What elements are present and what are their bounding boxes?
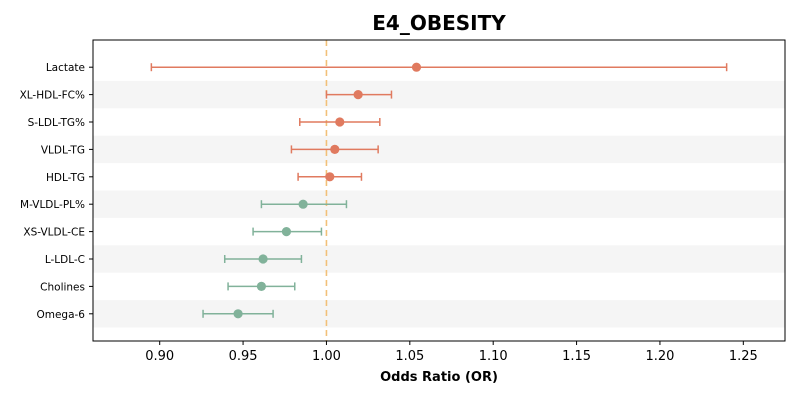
x-tick-label: 0.95 — [229, 349, 258, 364]
point-omega-6 — [233, 309, 243, 319]
series-marks — [150, 62, 728, 319]
x-tick-label: 1.25 — [729, 349, 758, 364]
plot-frame — [92, 39, 786, 342]
x-axis: 0.90 0.95 1.00 1.05 1.10 1.15 1.20 1.25 — [145, 341, 758, 364]
x-tick-label: 1.05 — [395, 349, 424, 364]
point-s-ldl-tg — [335, 117, 345, 127]
y-tick-label-m-vldl-pl: M-VLDL-PL% — [20, 199, 85, 211]
y-tick-label-vldl-tg: VLDL-TG — [41, 144, 85, 156]
y-tick-label-cholines: Cholines — [40, 281, 85, 293]
row-band — [93, 300, 785, 328]
point-cholines — [256, 281, 267, 291]
point-lactate — [411, 62, 422, 72]
y-tick-label-xs-vldl-ce: XS-VLDL-CE — [23, 227, 85, 239]
x-tick-label: 0.90 — [145, 349, 174, 364]
row-band — [93, 135, 785, 164]
x-tick-label: 1.15 — [562, 349, 591, 364]
y-tick-label-hdl-tg: HDL-TG — [46, 172, 85, 184]
row-band — [93, 80, 785, 109]
y-tick-label-l-ldl-c: L-LDL-C — [45, 254, 85, 266]
point-xs-vldl-ce — [281, 227, 292, 237]
row-band — [93, 245, 785, 273]
y-tick-label-xl-hdl-fc: XL-HDL-FC% — [20, 90, 85, 102]
point-hdl-tg — [325, 172, 335, 182]
chart-title: E4_OBESITY — [372, 11, 506, 35]
y-axis: Lactate XL-HDL-FC% S-LDL-TG% VLDL-TG HDL-TG M… — [20, 62, 93, 321]
point-vldl-tg — [330, 144, 340, 154]
point-xl-hdl-fc — [353, 90, 363, 100]
point-m-vldl-pl — [298, 199, 308, 209]
x-tick-label: 1.20 — [645, 349, 674, 364]
x-axis-label: Odds Ratio (OR) — [380, 370, 498, 385]
row-band — [93, 190, 785, 218]
y-tick-label-s-ldl-tg: S-LDL-TG% — [28, 117, 85, 129]
point-l-ldl-c — [258, 254, 268, 264]
y-tick-label-omega-6: Omega-6 — [36, 309, 85, 321]
y-tick-label-lactate: Lactate — [46, 62, 85, 74]
x-tick-label: 1.10 — [479, 349, 508, 364]
row-bands — [93, 80, 785, 328]
x-tick-label: 1.00 — [312, 349, 341, 364]
